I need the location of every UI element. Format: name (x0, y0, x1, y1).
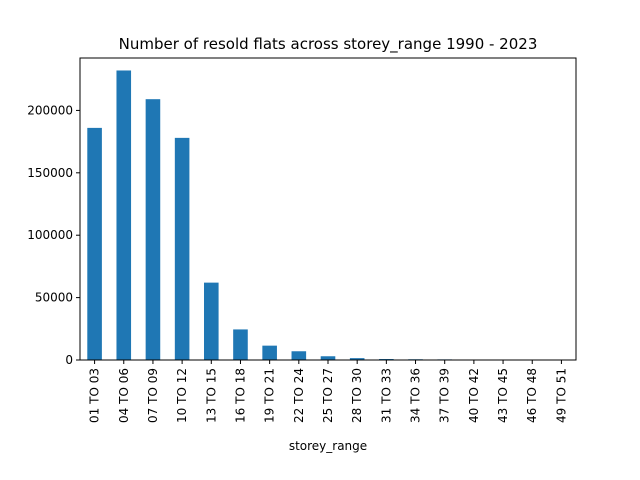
x-tick-label: 10 TO 12 (175, 368, 189, 423)
bar-04-to-06 (116, 70, 132, 360)
x-tick-label: 34 TO 36 (409, 368, 423, 423)
bar-22-to-24 (291, 351, 307, 360)
y-tick-label: 200000 (27, 103, 73, 117)
bar-10-to-12 (174, 137, 190, 360)
bars-group (87, 70, 569, 360)
bar-07-to-09 (145, 99, 161, 360)
x-tick-label: 46 TO 48 (525, 368, 539, 423)
x-tick-label: 43 TO 45 (496, 368, 510, 423)
bar-28-to-30 (349, 358, 365, 360)
bar-01-to-03 (87, 127, 102, 360)
y-tick-label: 50000 (35, 291, 73, 305)
x-tick-label: 49 TO 51 (554, 368, 568, 423)
plot-frame (79, 57, 577, 361)
bar-19-to-21 (262, 345, 277, 360)
x-tick-label: 40 TO 42 (467, 368, 481, 423)
x-tick-label: 31 TO 33 (379, 368, 393, 423)
x-axis-label: storey_range (289, 439, 367, 453)
y-tick-label: 150000 (27, 166, 73, 180)
x-tick-label: 28 TO 30 (350, 368, 364, 423)
x-tick-label: 19 TO 21 (263, 368, 277, 423)
y-axis: 0 50000 100000 150000 200000 (27, 103, 80, 367)
x-tick-label: 07 TO 09 (146, 368, 160, 423)
x-tick-label: 37 TO 39 (438, 368, 452, 423)
y-tick-label: 0 (65, 353, 73, 367)
x-tick-label: 13 TO 15 (204, 368, 218, 423)
x-tick-label: 25 TO 27 (321, 368, 335, 423)
bar-16-to-18 (233, 329, 248, 360)
x-tick-label: 04 TO 06 (117, 368, 131, 423)
chart-title: Number of resold flats across storey_ran… (119, 35, 538, 54)
x-axis: 01 TO 03 04 TO 06 07 TO 09 10 TO 12 13 TO 15… (88, 360, 568, 423)
bar-25-to-27 (320, 356, 336, 360)
x-tick-label: 22 TO 24 (292, 368, 306, 423)
bar-13-to-15 (204, 282, 219, 360)
x-tick-label: 16 TO 18 (233, 368, 247, 423)
y-tick-label: 100000 (27, 228, 73, 242)
x-tick-label: 01 TO 03 (88, 368, 102, 423)
